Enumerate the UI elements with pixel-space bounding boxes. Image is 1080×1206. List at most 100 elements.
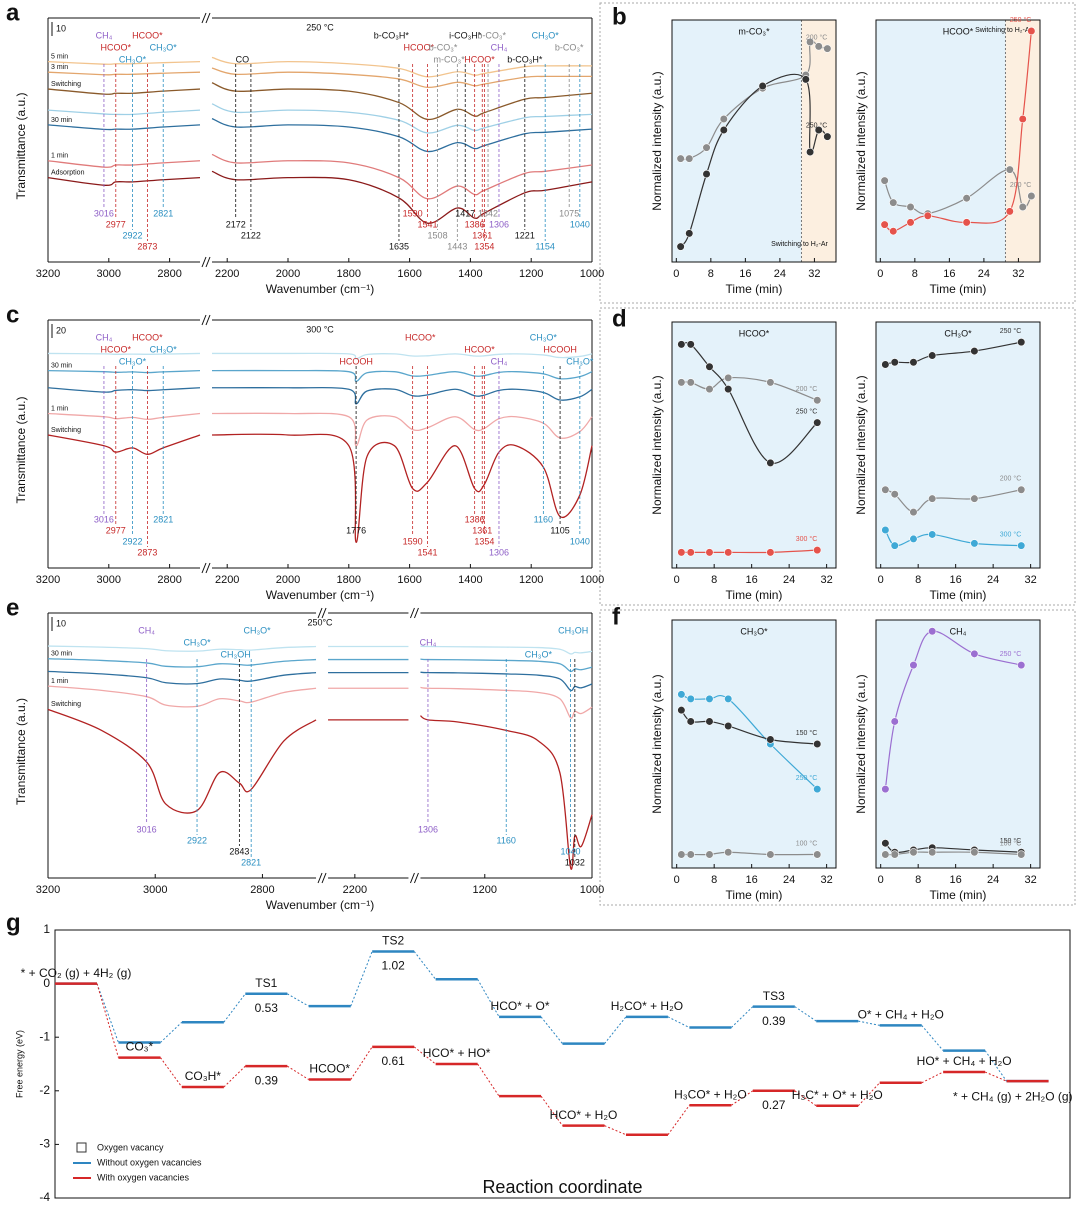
data-point: [766, 548, 775, 557]
data-point: [702, 169, 711, 179]
peak-label: 2821: [241, 857, 261, 867]
peak-label: 1160: [534, 514, 553, 524]
x-tick-label: 8: [708, 268, 714, 280]
x-tick-label: 1200: [519, 574, 543, 586]
connector: [160, 1021, 183, 1043]
peak-label: 1361: [472, 525, 492, 535]
panel-letter: c: [6, 301, 19, 328]
plot-background: [672, 620, 836, 868]
barrier-label: 0.39: [255, 1073, 279, 1087]
series-label: 1 min: [51, 678, 68, 685]
x-axis-label: Wavenumber (cm⁻¹): [266, 588, 375, 602]
connector: [96, 983, 119, 1058]
data-point: [1017, 485, 1026, 494]
data-point: [724, 548, 733, 557]
spectrum-line: [47, 369, 201, 374]
data-point: [724, 694, 733, 704]
peak-label: 1032: [565, 857, 585, 867]
series-label: 150 °C: [796, 729, 817, 737]
x-tick-label: 32: [821, 574, 833, 586]
data-point: [677, 340, 686, 349]
data-point: [813, 739, 822, 749]
spectrum-line: [47, 88, 201, 95]
spectrum-line: [47, 670, 317, 685]
data-point: [705, 548, 714, 557]
series-label: 200 °C: [806, 33, 827, 41]
data-point: [890, 490, 899, 499]
connector: [858, 1020, 880, 1026]
axis-break: [409, 607, 415, 619]
legend-label: Without oxygen vacancies: [97, 1157, 202, 1167]
panel-title: 250°C: [307, 617, 333, 627]
data-point: [1005, 207, 1014, 216]
spectrum-line: [211, 82, 593, 121]
x-axis-label: Time (min): [726, 282, 783, 296]
x-tick-label: 1200: [519, 268, 543, 280]
species-label: CH₃O*: [530, 332, 558, 342]
state-label: H₃C* + O* + H₂O: [792, 1088, 883, 1102]
species-label: HCOOH: [543, 344, 577, 354]
x-tick-label: 2000: [276, 574, 300, 586]
state-label: TS2: [382, 934, 404, 948]
axis-break: [413, 607, 419, 619]
peak-label: 1040: [570, 536, 590, 546]
x-axis-label: Time (min): [930, 888, 987, 902]
peak-label: 1590: [403, 208, 423, 218]
data-point: [928, 848, 937, 857]
scale-bar-label: 10: [56, 618, 66, 628]
connector: [604, 1125, 627, 1136]
data-point: [1017, 660, 1026, 670]
data-point: [962, 194, 971, 203]
x-tick-label: 16: [739, 268, 751, 280]
peak-label: 1776: [346, 525, 366, 535]
data-point: [881, 360, 890, 369]
spectrum-line: [47, 109, 201, 116]
data-point: [814, 42, 823, 51]
data-point: [1018, 114, 1027, 124]
x-tick-label: 1600: [397, 574, 421, 586]
data-point: [724, 721, 733, 731]
series-label: 1 min: [51, 405, 68, 412]
data-point: [813, 396, 822, 405]
data-point: [813, 546, 822, 555]
axis-break: [317, 607, 323, 619]
connector: [223, 1065, 246, 1088]
data-point: [881, 850, 890, 859]
x-axis-label: Reaction coordinate: [482, 1177, 642, 1197]
y-tick-label: -2: [39, 1083, 50, 1097]
peak-label: 1361: [472, 230, 492, 240]
connector: [794, 1090, 817, 1107]
series-label: Switching: [51, 81, 81, 88]
x-tick-label: 32: [1025, 874, 1037, 886]
state-label: * + CH₄ (g) + 2H₂O (g): [953, 1089, 1073, 1103]
spectrum-line: [420, 715, 593, 870]
connector: [287, 993, 309, 1007]
x-tick-label: 1000: [580, 884, 604, 896]
peak-label: 2922: [187, 835, 207, 845]
species-label: CH₃O*: [566, 356, 594, 366]
peak-label: 2922: [122, 230, 142, 240]
spectrum-line: [211, 369, 593, 382]
data-point: [881, 485, 890, 494]
series-label: 300 °C: [796, 535, 817, 543]
spectrum-line: [420, 686, 593, 719]
scale-bar-label: 20: [56, 325, 66, 335]
peak-label: 3016: [94, 514, 114, 524]
x-tick-label: 8: [711, 874, 717, 886]
data-point: [890, 541, 899, 550]
data-point: [685, 229, 694, 238]
series-label: 300 °C: [1000, 530, 1021, 538]
x-tick-label: 0: [878, 874, 884, 886]
peak-label: 1354: [474, 536, 494, 546]
x-axis-label: Wavenumber (cm⁻¹): [266, 282, 375, 296]
note: Switching to H₂-Ar: [771, 241, 828, 248]
data-point: [766, 735, 775, 744]
data-point: [928, 351, 937, 360]
data-point: [677, 378, 686, 387]
x-tick-label: 3200: [36, 574, 60, 586]
peak-label: 1306: [418, 824, 438, 834]
data-point: [677, 548, 686, 557]
y-axis-label: Transmittance (a.u.): [14, 93, 28, 200]
panel-frame: [599, 307, 1076, 606]
series-label: 200 °C: [1010, 181, 1031, 189]
